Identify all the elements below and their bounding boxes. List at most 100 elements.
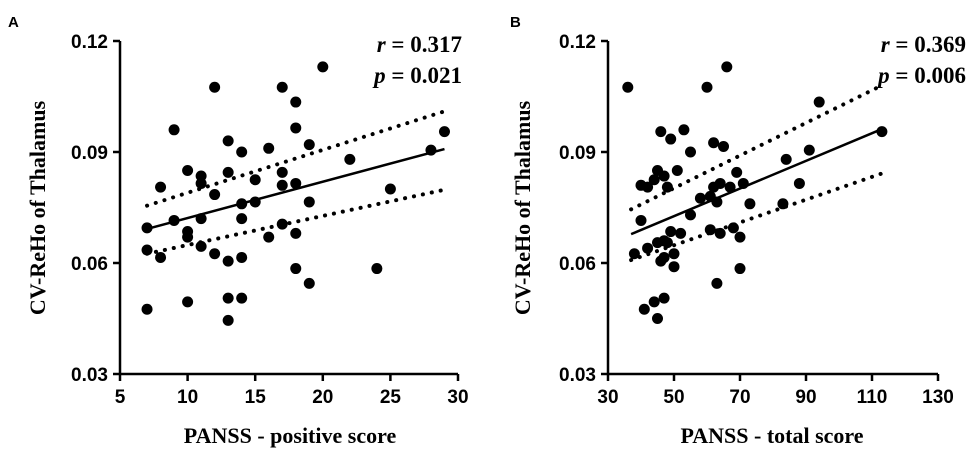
panel-a-data-point (290, 122, 302, 134)
panel-b-p-stat: p = 0.006 (876, 63, 966, 88)
panel-b-data-point (665, 226, 677, 238)
panel-a-data-point (290, 96, 302, 108)
panel-a-data-point (384, 183, 396, 195)
panel-b-data-point (727, 222, 739, 234)
panel-a-data-point (222, 255, 234, 267)
panel-a-regression-line (146, 147, 445, 231)
panel-a-r-equals: = (386, 32, 411, 57)
panel-b-data-point (704, 224, 716, 236)
panel-a-data-point (195, 170, 207, 182)
panel-a-ci-upper-line (145, 109, 447, 208)
panel-a-data-point (290, 263, 302, 275)
panel-b-data-point (678, 124, 690, 136)
panel-a-x-tick-label: 10 (177, 387, 198, 408)
panel-b-data-point (718, 140, 729, 152)
panel-b-data-point (813, 96, 825, 108)
panel-b-data-point (803, 144, 815, 156)
panel-b-data-point (661, 181, 673, 193)
panel-b-data-point (711, 196, 723, 208)
panel-a-data-point (236, 251, 248, 263)
panel-a-data-point (371, 263, 383, 275)
panel-a-data-point (195, 213, 207, 225)
panel-b-x-tick-label: 50 (663, 387, 684, 408)
panel-a-data-point (303, 277, 315, 289)
panel-b-x-tick-label: 90 (795, 387, 816, 408)
panel-b-data-point (661, 237, 673, 249)
panel-b-data-point (793, 177, 805, 189)
panel-b-p-symbol: p (876, 63, 890, 88)
panel-a-data-point (317, 61, 329, 73)
panel-b-data-point (652, 313, 663, 324)
panel-a-data-point (209, 248, 221, 260)
panel-a-x-tick-label: 25 (380, 387, 402, 408)
panel-b: B CV-ReHo of Thalamus PANSS - total scor… (510, 14, 966, 448)
panel-a-data-point (168, 214, 180, 226)
panel-a-data-point (236, 198, 248, 210)
panel-a-y-tick-label: 0.12 (71, 32, 108, 53)
panel-b-x-axis-title: PANSS - total score (680, 423, 863, 448)
panel-a: A CV-ReHo of Thalamus PANSS - positive s… (8, 14, 469, 448)
panel-a-data-point (438, 126, 450, 138)
panel-a-data-point (195, 240, 207, 252)
panel-b-data-point (675, 227, 687, 239)
panel-b-data-point (685, 146, 696, 158)
panel-b-x-tick-label: 30 (597, 387, 618, 408)
panel-b-data-point (876, 126, 888, 138)
panel-b-data-point (734, 263, 746, 275)
panel-b-data-point (708, 137, 720, 149)
panel-a-p-stat: p = 0.021 (372, 63, 462, 88)
panel-b-data-point (714, 227, 726, 239)
panel-b-ci-upper-line (629, 83, 884, 212)
panel-b-y-tick-label: 0.09 (559, 143, 596, 164)
panel-b-data-point (701, 81, 713, 93)
panel-b-r-stat: r = 0.369 (881, 32, 966, 57)
panel-a-data-point (222, 292, 234, 304)
panel-a-data-point (155, 181, 167, 193)
panel-a-data-point (141, 222, 153, 234)
panel-b-data-point (635, 214, 647, 226)
panel-a-data-point (344, 153, 356, 165)
panel-b-data-point (714, 177, 726, 189)
panel-b-data-point (671, 165, 683, 176)
panel-a-y-tick-label: 0.09 (71, 143, 108, 164)
panel-a-data-point (276, 218, 288, 230)
panel-a-data-point (168, 124, 180, 136)
panel-b-x-tick-label: 70 (729, 387, 750, 408)
panel-a-data-point (249, 196, 261, 208)
panel-b-data-point (685, 209, 696, 221)
panel-b-x-tick-label: 130 (922, 387, 954, 408)
panel-a-data-point (290, 227, 302, 239)
panel-b-data-point (648, 296, 660, 308)
panel-a-x-tick-label: 30 (447, 387, 468, 408)
panel-a-data-point (249, 174, 261, 186)
panel-b-data-point (638, 303, 650, 315)
panel-a-data-point (276, 179, 288, 191)
panel-a-p-equals: = (386, 63, 411, 88)
panel-a-data-point (222, 166, 234, 178)
panel-a-x-tick-label: 15 (245, 387, 267, 408)
panel-a-data-point (276, 81, 288, 93)
panel-a-letter: A (8, 14, 19, 31)
panel-a-data-point (222, 314, 234, 326)
panel-b-r-value: 0.369 (914, 32, 966, 57)
panel-b-p-value: 0.006 (914, 63, 966, 88)
panel-a-x-tick-label: 5 (115, 387, 126, 408)
panel-b-data-point (731, 166, 743, 178)
panel-a-x-axis-title: PANSS - positive score (184, 423, 397, 448)
panel-a-data-point (209, 81, 221, 93)
panel-b-data-point (658, 170, 670, 182)
panel-a-r-stat: r = 0.317 (377, 32, 462, 57)
panel-a-y-tick-label: 0.06 (71, 254, 108, 275)
panel-a-y-tick-label: 0.03 (71, 365, 108, 386)
panel-b-data-point (628, 248, 640, 260)
panel-a-data-point (155, 251, 167, 263)
panel-b-regression-line (630, 127, 883, 236)
panel-b-p-equals: = (890, 63, 915, 88)
panel-b-data-point (655, 126, 667, 138)
panel-a-data-point (236, 292, 248, 304)
panel-b-data-point (658, 292, 670, 304)
panel-b-r-equals: = (890, 32, 915, 57)
panel-b-data-point (724, 181, 736, 193)
panel-a-data-point (182, 296, 194, 308)
panel-a-data-point (303, 139, 315, 151)
